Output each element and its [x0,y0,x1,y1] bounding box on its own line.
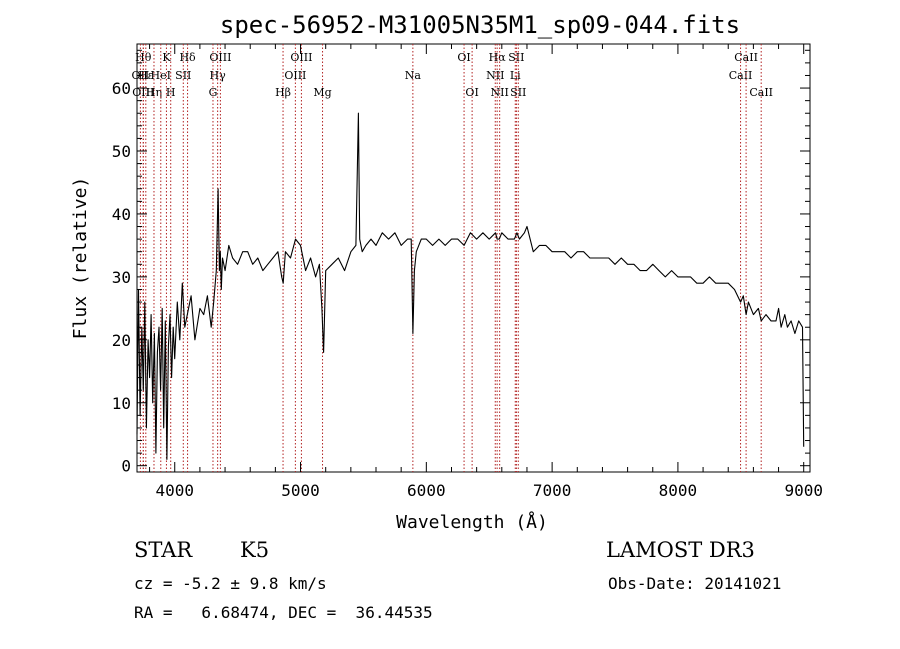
line-marker-label: OIII [284,69,306,82]
x-tick-label: 8000 [659,481,698,500]
line-marker-label: H [166,86,176,99]
y-tick-label: 50 [112,142,131,161]
line-marker-label: Mg [313,86,331,99]
line-marker-label: SII [510,86,526,99]
line-marker-label: Hβ [275,86,291,99]
line-marker-label: SII [508,51,524,64]
line-marker-label: CaII [749,86,773,99]
line-marker-label: Hε [138,69,154,82]
x-tick-label: 5000 [281,481,320,500]
line-marker-label: HeI [151,69,171,82]
series-group [136,112,805,460]
spectrum-line [136,112,805,460]
redshift-cz: cz = -5.2 ± 9.8 km/s [134,574,327,593]
y-axis-label: Flux (relative) [70,177,91,340]
x-tick-label: 9000 [784,481,823,500]
line-marker-label: OIII [209,51,231,64]
axis-ticks: 4000 5000 6000 7000 8000 9000 0 10 20 30 40 50 60 [112,44,823,500]
y-tick-label: 30 [112,268,131,287]
x-tick-label: 6000 [407,481,446,500]
line-marker-label: Li [510,69,521,82]
x-tick-label: 7000 [533,481,572,500]
line-marker-label: Hη [146,86,162,99]
line-marker-label: Hδ [179,51,196,64]
object-class: STAR [134,538,193,562]
x-axis-label: Wavelength (Å) [396,511,548,533]
object-subclass: K5 [240,538,270,562]
line-marker-label: OIII [290,51,312,64]
line-marker-label: SII [175,69,191,82]
survey-name: LAMOST DR3 [606,538,755,562]
y-tick-label: 40 [112,205,131,224]
line-marker-label: Na [405,69,422,82]
line-marker-label: CaII [734,51,758,64]
line-marker-label: Hα [489,51,507,64]
y-tick-label: 60 [112,79,131,98]
plot-frame [136,43,811,473]
line-marker-label: OIII [132,86,154,99]
line-marker-label: Hθ [135,51,152,64]
line-marker-label: OI [457,51,470,64]
line-marker-label: G [209,86,218,99]
line-marker-label: NII [491,86,509,99]
coordinates: RA = 6.68474, DEC = 36.44535 [134,603,433,622]
line-marker-label: Hγ [210,69,227,82]
y-tick-label: 0 [121,457,131,476]
y-tick-label: 20 [112,331,131,350]
chart-title: spec-56952-M31005N35M1_sp09-044.fits [220,11,740,39]
line-marker-label: NII [486,69,504,82]
observation-date: Obs-Date: 20141021 [608,574,782,593]
line-marker-label: OI [465,86,478,99]
y-tick-label: 10 [112,394,131,413]
line-marker-label: CaII [729,69,753,82]
x-tick-label: 4000 [155,481,194,500]
line-markers: OIIHθOIIIHεHηHeIKHSIIHδGHγOIIIHβOIIIOIII… [132,44,773,472]
line-marker-label: K [162,51,171,64]
